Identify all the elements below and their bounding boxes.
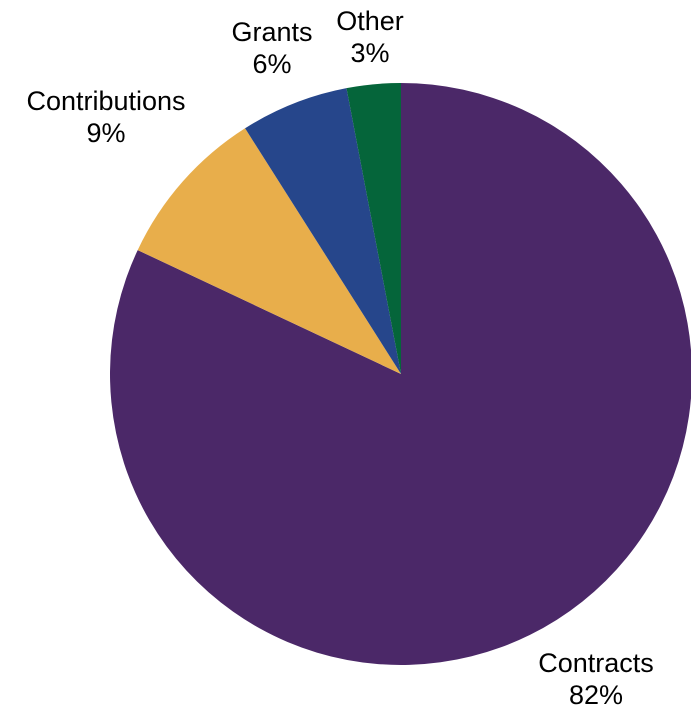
slice-value-label-contracts: 82% — [569, 680, 623, 710]
pie-slice-grants — [245, 88, 401, 375]
slice-label-contracts: Contracts — [538, 648, 654, 678]
pie-slices — [110, 83, 691, 665]
slice-label-grants: Grants — [231, 17, 312, 47]
pie-slice-contributions — [137, 128, 401, 374]
slice-value-label-contributions: 9% — [86, 118, 125, 148]
slice-label-contributions: Contributions — [26, 86, 185, 116]
slice-value-label-grants: 6% — [252, 49, 291, 79]
pie-slice-other — [346, 83, 401, 374]
slice-value-label-other: 3% — [350, 38, 389, 68]
pie-slice-contracts — [110, 83, 691, 665]
slice-label-other: Other — [336, 6, 404, 36]
